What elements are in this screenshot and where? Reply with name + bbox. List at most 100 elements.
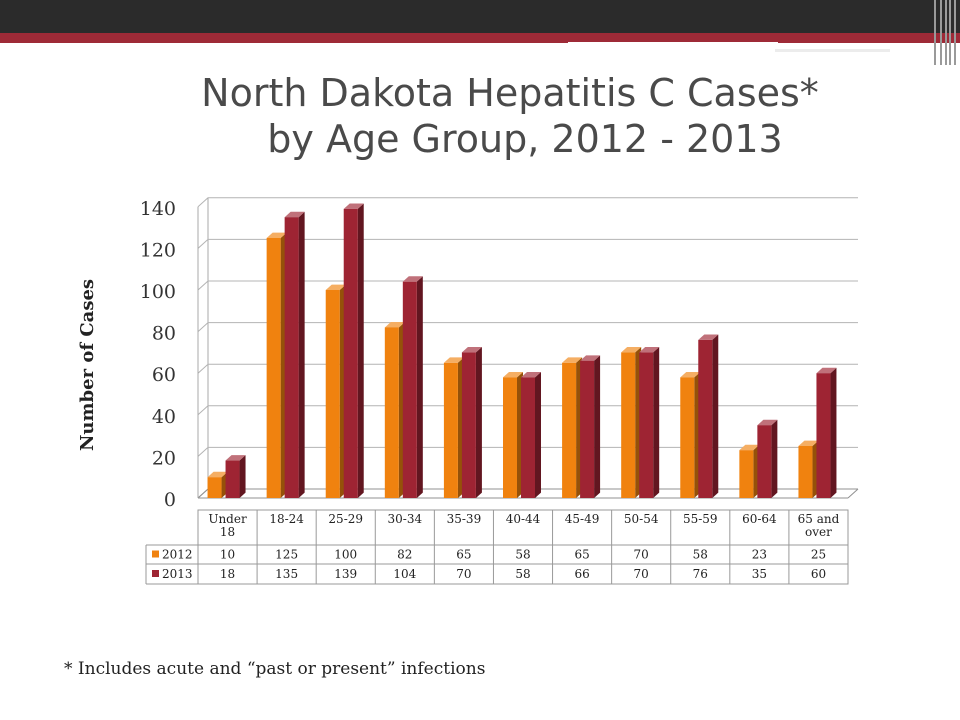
bar-top bbox=[225, 455, 246, 461]
bar-2013-65-and-over bbox=[816, 373, 831, 498]
bar-top bbox=[798, 440, 819, 446]
bar-side bbox=[535, 371, 541, 498]
data-table-value: 25 bbox=[811, 548, 826, 562]
x-category-label: 55-59 bbox=[683, 512, 718, 526]
data-table-value: 18 bbox=[220, 567, 235, 581]
y-tick-label: 20 bbox=[152, 447, 176, 469]
slide-decor-tab bbox=[568, 42, 778, 60]
gridline bbox=[197, 197, 858, 208]
bar-top bbox=[621, 347, 642, 353]
slide-decor-vertical-lines bbox=[930, 0, 960, 65]
x-category-label: 40-44 bbox=[506, 512, 541, 526]
x-category-label: 18-24 bbox=[269, 512, 304, 526]
bar-top bbox=[639, 347, 660, 353]
bar-top bbox=[816, 367, 837, 374]
bar-top bbox=[461, 347, 482, 353]
bar-side bbox=[357, 203, 364, 499]
data-table-value: 104 bbox=[393, 567, 416, 581]
x-category-label: Under 18 bbox=[208, 512, 247, 539]
bar-2013-18-24 bbox=[284, 217, 299, 498]
x-category-label: 65 and over bbox=[798, 512, 840, 539]
bar-top bbox=[343, 203, 364, 209]
data-table-value: 60 bbox=[811, 567, 826, 581]
x-category-label: 25-29 bbox=[328, 512, 363, 526]
data-table-value: 76 bbox=[693, 567, 708, 581]
data-table-value: 70 bbox=[634, 548, 649, 562]
gridline bbox=[197, 280, 858, 291]
bar-side bbox=[239, 455, 246, 498]
bar-top bbox=[325, 284, 346, 290]
bar-top bbox=[521, 371, 541, 378]
bar-2012-45-49 bbox=[562, 362, 577, 498]
bar-top bbox=[503, 371, 523, 378]
bar-2013-35-39 bbox=[461, 352, 476, 498]
bar-2012-25-29 bbox=[325, 290, 340, 498]
bar-side bbox=[712, 334, 719, 498]
bar-2013-60-64 bbox=[757, 425, 772, 498]
bar-top bbox=[580, 355, 601, 361]
bar-2012-40-44 bbox=[503, 377, 517, 498]
bar-top bbox=[757, 419, 778, 426]
y-tick-label: 140 bbox=[140, 198, 176, 220]
bar-2012-18-24 bbox=[266, 238, 281, 498]
data-table-value: 10 bbox=[220, 548, 235, 562]
legend-label-2012: 2012 bbox=[162, 548, 193, 562]
data-table-value: 58 bbox=[515, 567, 530, 581]
bar-2013-under-18 bbox=[225, 460, 240, 498]
data-table-value: 65 bbox=[456, 548, 471, 562]
y-tick-label: 40 bbox=[152, 406, 176, 428]
y-tick-label: 60 bbox=[152, 364, 176, 386]
chart-floor-edge-right bbox=[847, 488, 859, 499]
bar-top bbox=[266, 232, 287, 238]
data-table-value: 35 bbox=[752, 567, 767, 581]
x-category-label: 60-64 bbox=[742, 512, 777, 526]
y-tick-label: 100 bbox=[140, 281, 176, 303]
y-tick-label: 80 bbox=[152, 323, 176, 345]
bar-top bbox=[739, 444, 760, 451]
bar-2012-35-39 bbox=[443, 362, 458, 498]
bar-side bbox=[298, 211, 305, 499]
data-table-value: 135 bbox=[275, 567, 298, 581]
bar-2012-60-64 bbox=[739, 450, 754, 498]
x-category-label: 30-34 bbox=[388, 512, 423, 526]
y-tick-label: 120 bbox=[140, 239, 176, 261]
data-table-value: 70 bbox=[456, 567, 471, 581]
bar-2012-55-59 bbox=[680, 377, 695, 498]
data-table-value: 82 bbox=[397, 548, 412, 562]
legend-swatch-2013 bbox=[152, 570, 159, 577]
legend-swatch-2012 bbox=[152, 550, 159, 558]
bar-2012-under-18 bbox=[207, 477, 222, 498]
data-table-value: 66 bbox=[574, 567, 589, 581]
bar-side bbox=[416, 276, 423, 498]
bar-top bbox=[443, 357, 464, 363]
bar-side bbox=[653, 347, 660, 498]
slide-accent-stripe bbox=[0, 33, 960, 43]
data-table-value: 58 bbox=[515, 548, 530, 562]
bar-top bbox=[680, 371, 701, 378]
bar-top bbox=[384, 322, 405, 328]
bar-side bbox=[830, 367, 837, 498]
bar-2013-25-29 bbox=[343, 208, 358, 498]
bar-2012-50-54 bbox=[621, 352, 636, 498]
slide-title: North Dakota Hepatitis C Cases* by Age G… bbox=[140, 70, 880, 162]
bar-2012-30-34 bbox=[384, 327, 399, 498]
x-category-label: 50-54 bbox=[624, 512, 659, 526]
bar-2012-65-and-over bbox=[798, 446, 813, 498]
title-line-1: North Dakota Hepatitis C Cases* bbox=[201, 71, 819, 115]
bar-2013-50-54 bbox=[639, 352, 654, 498]
footnote: * Includes acute and “past or present” i… bbox=[64, 659, 486, 679]
bar-2013-30-34 bbox=[402, 281, 417, 498]
x-category-label: 45-49 bbox=[565, 512, 600, 526]
bar-side bbox=[594, 355, 601, 498]
bar-2013-40-44 bbox=[521, 377, 535, 498]
bar-2013-55-59 bbox=[698, 339, 713, 498]
chart-back-wall-edge bbox=[197, 197, 209, 499]
title-line-2: by Age Group, 2012 - 2013 bbox=[267, 117, 783, 161]
data-table-value: 125 bbox=[275, 548, 298, 562]
bar-top bbox=[284, 211, 305, 218]
slide-decor-line bbox=[775, 49, 890, 52]
data-table-value: 23 bbox=[752, 548, 767, 562]
bar-top bbox=[402, 276, 423, 282]
gridline bbox=[197, 238, 858, 249]
